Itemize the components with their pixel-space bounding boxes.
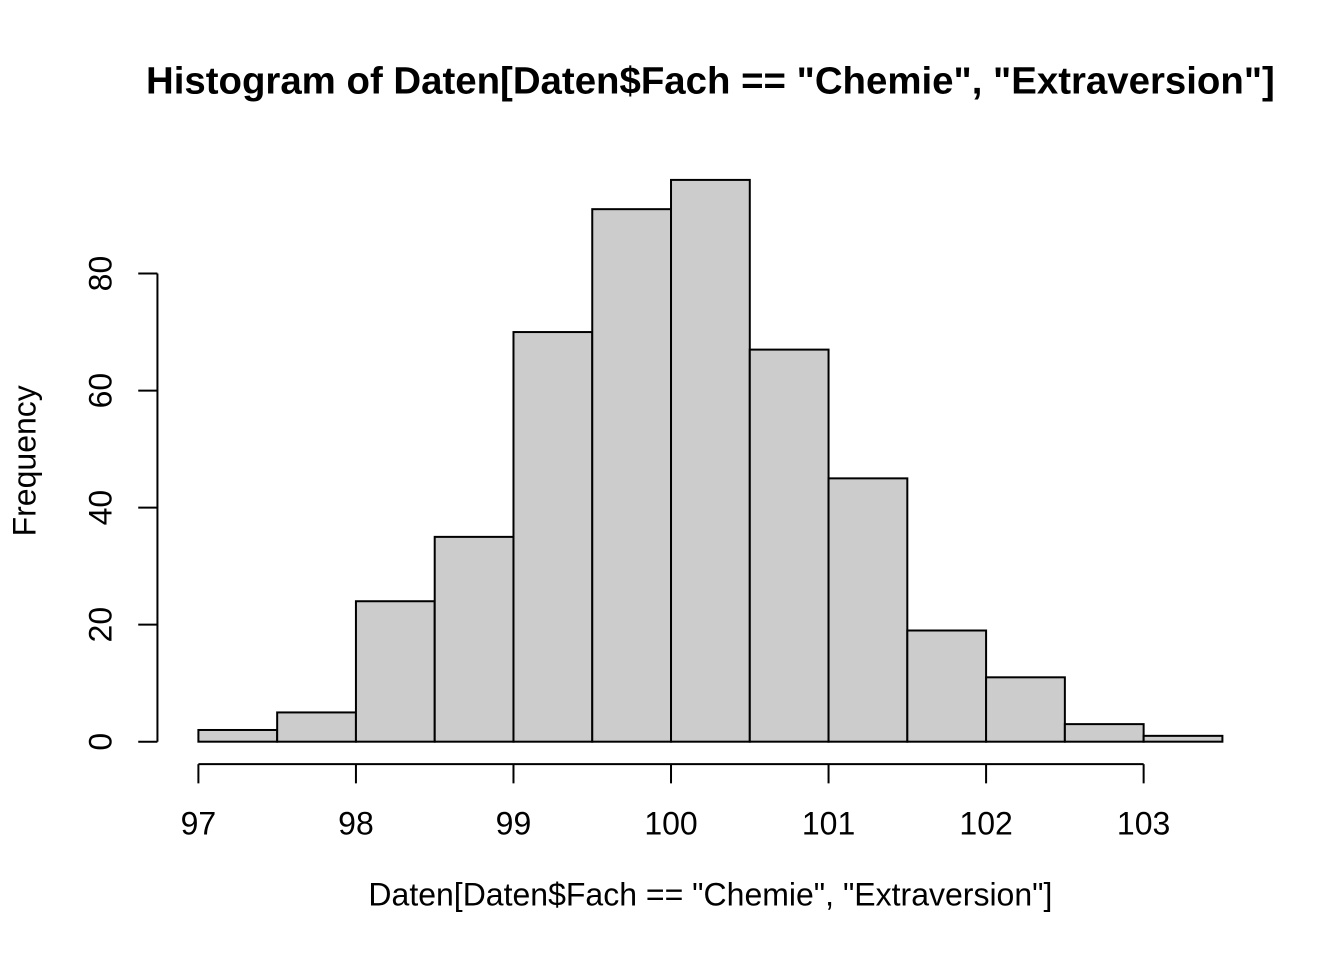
svg-text:80: 80 <box>82 256 118 292</box>
svg-text:0: 0 <box>82 733 118 751</box>
svg-text:102: 102 <box>959 806 1012 842</box>
svg-text:101: 101 <box>802 806 855 842</box>
svg-text:20: 20 <box>82 607 118 643</box>
svg-text:60: 60 <box>82 373 118 409</box>
svg-text:Daten[Daten$Fach == "Chemie",: Daten[Daten$Fach == "Chemie", "Extravers… <box>368 877 1052 913</box>
svg-text:Frequency: Frequency <box>6 385 42 536</box>
svg-text:103: 103 <box>1117 806 1170 842</box>
svg-text:97: 97 <box>181 806 217 842</box>
svg-text:100: 100 <box>644 806 697 842</box>
svg-text:99: 99 <box>496 806 532 842</box>
svg-text:98: 98 <box>338 806 374 842</box>
svg-text:40: 40 <box>82 490 118 526</box>
svg-text:Histogram of Daten[Daten$Fach: Histogram of Daten[Daten$Fach == "Chemie… <box>146 59 1275 102</box>
